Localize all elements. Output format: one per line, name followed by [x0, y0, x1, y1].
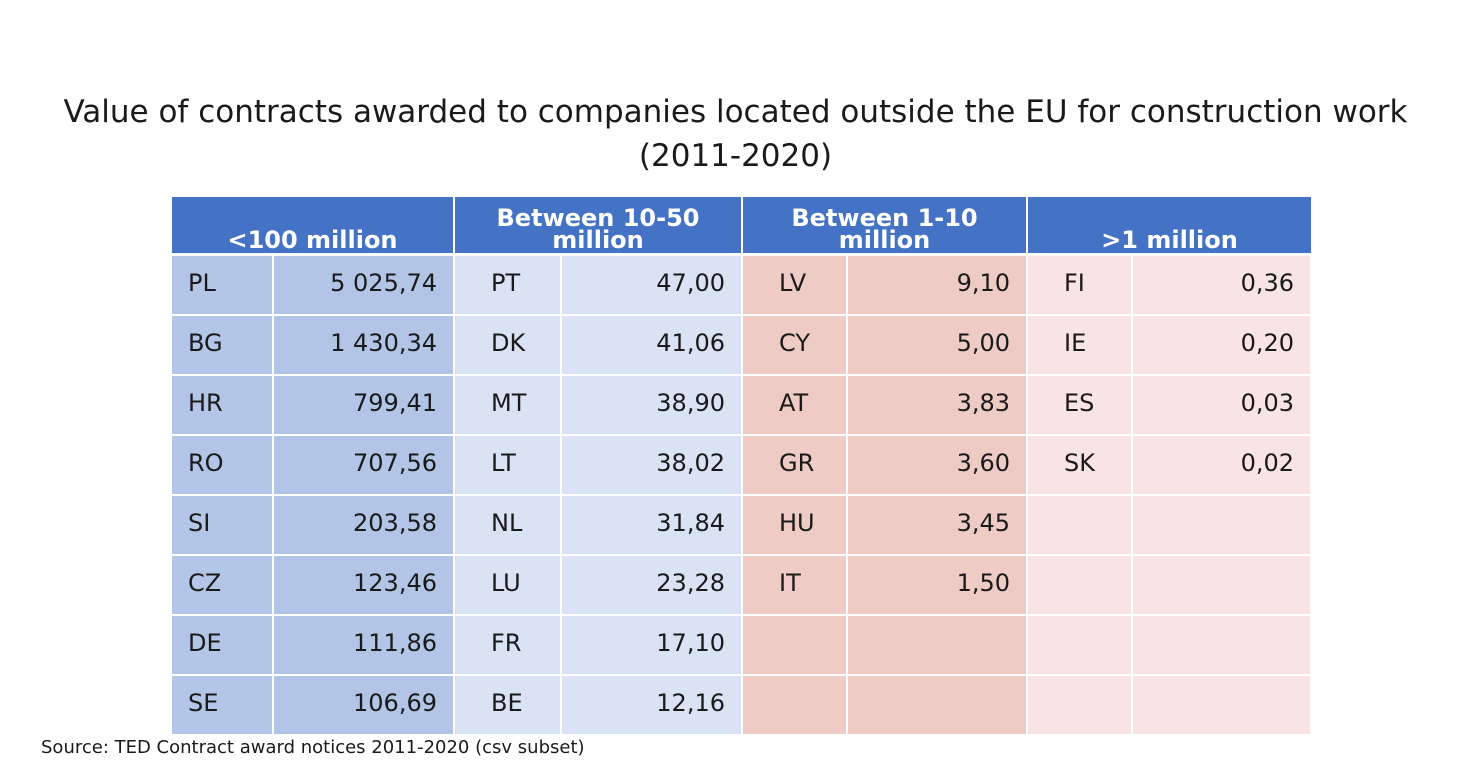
country-code-cell: LV [742, 254, 848, 316]
country-code-cell: DE [172, 615, 274, 676]
value-cell: 9,10 [847, 254, 1028, 316]
country-code-cell: IT [742, 555, 848, 616]
value-cell: 5 025,74 [273, 254, 455, 316]
table-row: BG 1 430,34 DK 41,06 CY 5,00 IE 0,20 [172, 315, 1312, 376]
country-code-cell: HR [172, 375, 274, 436]
value-cell: 1,50 [847, 555, 1028, 616]
country-code-cell: PL [172, 254, 274, 316]
value-cell [1132, 615, 1312, 676]
country-code-cell: GR [742, 435, 848, 496]
table-row: PL 5 025,74 PT 47,00 LV 9,10 FI 0,36 [172, 254, 1312, 316]
group-header-4: >1 million [1027, 197, 1311, 256]
country-code-cell: ES [1027, 375, 1133, 436]
country-code-cell: LU [454, 555, 562, 616]
value-cell: 31,84 [561, 495, 743, 556]
value-cell [847, 675, 1028, 734]
value-cell: 111,86 [273, 615, 455, 676]
country-code-cell: HU [742, 495, 848, 556]
group-header-3: Between 1-10 million [742, 197, 1028, 256]
country-code-cell [1027, 495, 1133, 556]
value-cell: 3,45 [847, 495, 1028, 556]
country-code-cell: SK [1027, 435, 1133, 496]
value-cell: 38,02 [561, 435, 743, 496]
chart-title-line2: (2011-2020) [638, 138, 833, 174]
chart-title-line1: Value of contracts awarded to companies … [63, 94, 1408, 130]
value-cell: 707,56 [273, 435, 455, 496]
country-code-cell: PT [454, 254, 562, 316]
country-code-cell: AT [742, 375, 848, 436]
value-cell: 799,41 [273, 375, 455, 436]
group-header-2: Between 10-50 million [454, 197, 743, 256]
country-code-cell: CY [742, 315, 848, 376]
value-cell: 3,60 [847, 435, 1028, 496]
country-code-cell [1027, 675, 1133, 734]
value-cell: 0,20 [1132, 315, 1312, 376]
country-code-cell [1027, 555, 1133, 616]
country-code-cell: MT [454, 375, 562, 436]
value-cell [1132, 555, 1312, 616]
value-cell [1132, 675, 1312, 734]
country-code-cell: NL [454, 495, 562, 556]
country-code-cell [1027, 615, 1133, 676]
value-cell: 3,83 [847, 375, 1028, 436]
country-code-cell [742, 675, 848, 734]
value-cell: 38,90 [561, 375, 743, 436]
country-code-cell: BG [172, 315, 274, 376]
value-cell: 41,06 [561, 315, 743, 376]
country-code-cell: DK [454, 315, 562, 376]
value-cell: 1 430,34 [273, 315, 455, 376]
value-cell: 23,28 [561, 555, 743, 616]
country-code-cell: FI [1027, 254, 1133, 316]
value-cell: 17,10 [561, 615, 743, 676]
group-header-1: <100 million [172, 197, 455, 256]
country-code-cell: BE [454, 675, 562, 734]
country-code-cell: RO [172, 435, 274, 496]
table-row: SI 203,58 NL 31,84 HU 3,45 [172, 495, 1312, 556]
value-cell [847, 615, 1028, 676]
header-row: <100 million Between 10-50 million Betwe… [172, 197, 1311, 256]
country-code-cell: CZ [172, 555, 274, 616]
value-cell: 123,46 [273, 555, 455, 616]
country-code-cell: LT [454, 435, 562, 496]
value-cell: 5,00 [847, 315, 1028, 376]
country-code-cell: FR [454, 615, 562, 676]
table-row: HR 799,41 MT 38,90 AT 3,83 ES 0,03 [172, 375, 1312, 436]
table-row: SE 106,69 BE 12,16 [172, 675, 1312, 734]
table-row: DE 111,86 FR 17,10 [172, 615, 1312, 676]
value-cell: 12,16 [561, 675, 743, 734]
value-cell: 47,00 [561, 254, 743, 316]
value-cell: 0,02 [1132, 435, 1312, 496]
table-row: RO 707,56 LT 38,02 GR 3,60 SK 0,02 [172, 435, 1312, 496]
value-cell: 106,69 [273, 675, 455, 734]
value-cell: 0,03 [1132, 375, 1312, 436]
table-row: CZ 123,46 LU 23,28 IT 1,50 [172, 555, 1312, 616]
country-code-cell: SI [172, 495, 274, 556]
country-code-cell: IE [1027, 315, 1133, 376]
value-cell: 203,58 [273, 495, 455, 556]
country-code-cell [742, 615, 848, 676]
value-cell [1132, 495, 1312, 556]
table-body: PL 5 025,74 PT 47,00 LV 9,10 FI 0,36 BG 1 430,34 D… [172, 254, 1312, 734]
country-code-cell: SE [172, 675, 274, 734]
contracts-table: <100 million Between 10-50 million Betwe… [172, 197, 1312, 734]
source-note: Source: TED Contract award notices 2011-… [41, 737, 585, 758]
value-cell: 0,36 [1132, 254, 1312, 316]
chart-title: Value of contracts awarded to companies … [40, 90, 1431, 178]
